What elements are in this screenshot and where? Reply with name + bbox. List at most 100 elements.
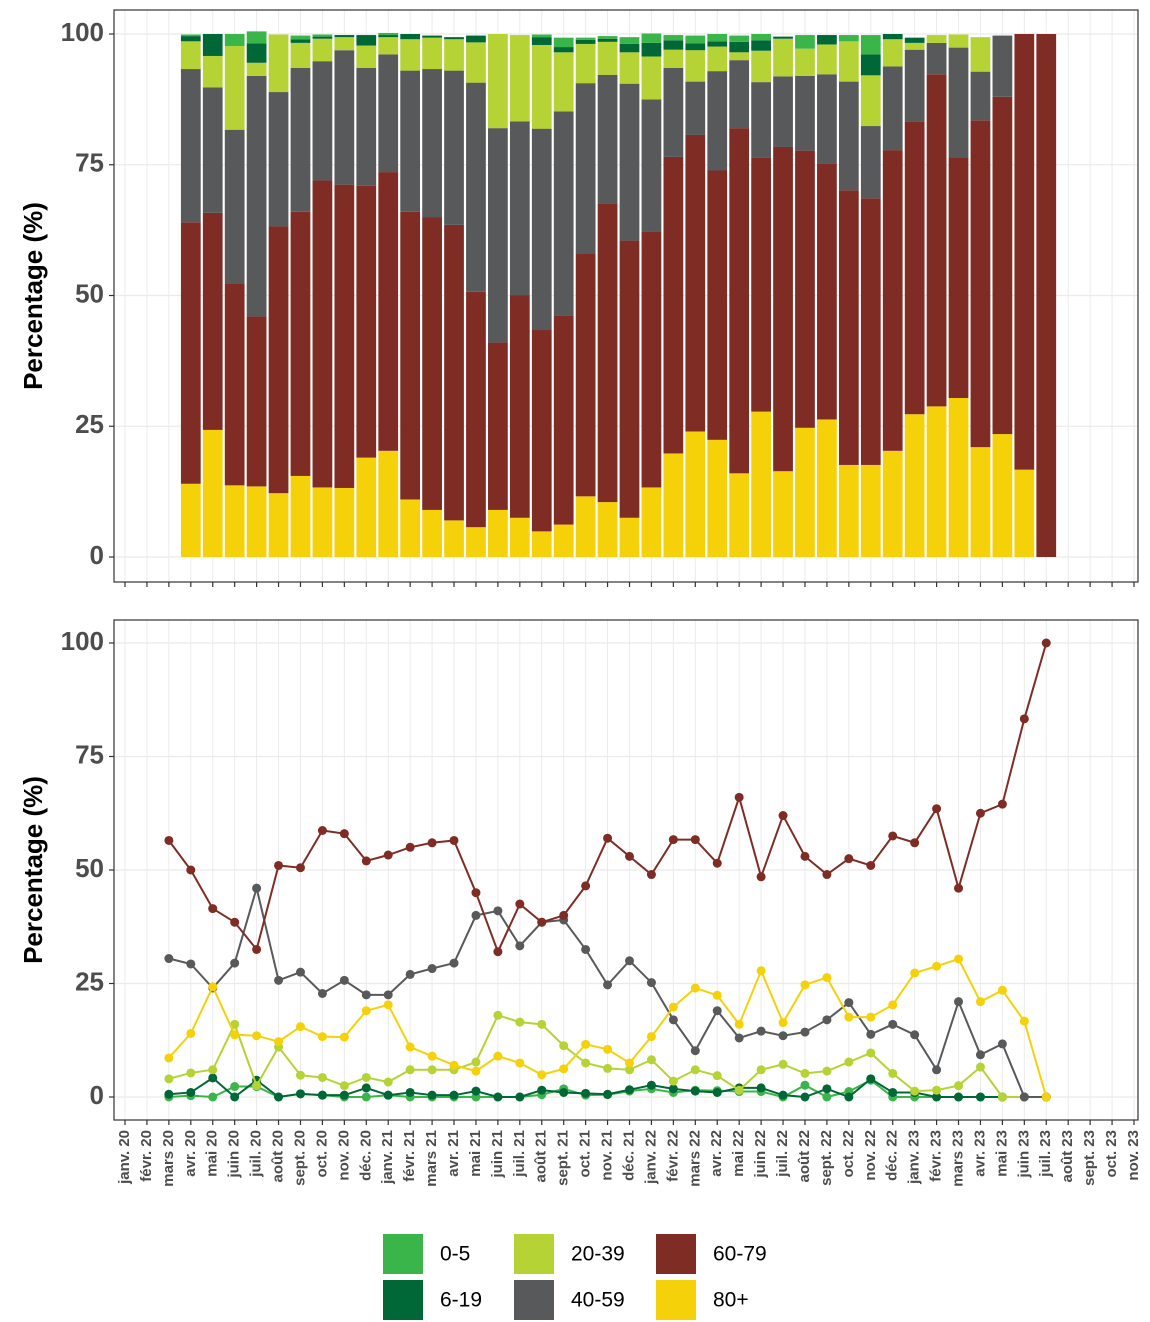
bar-segment bbox=[619, 43, 640, 53]
point bbox=[252, 1081, 262, 1091]
point bbox=[339, 1032, 349, 1042]
bar-segment bbox=[707, 170, 728, 440]
point bbox=[339, 1090, 349, 1100]
point bbox=[230, 1082, 240, 1092]
bar-segment bbox=[509, 121, 530, 296]
bar-segment bbox=[553, 47, 574, 53]
point bbox=[844, 1092, 854, 1102]
y-tick-label: 75 bbox=[75, 739, 104, 769]
bar-segment bbox=[597, 203, 618, 503]
bar-segment bbox=[641, 99, 662, 232]
point bbox=[822, 1084, 832, 1094]
point bbox=[888, 1087, 898, 1097]
bar-segment bbox=[312, 34, 333, 37]
bar-segment bbox=[1014, 469, 1035, 557]
x-tick-label: nov. 20 bbox=[335, 1130, 352, 1181]
point bbox=[581, 1088, 591, 1098]
point bbox=[427, 838, 437, 848]
bar-segment bbox=[553, 37, 574, 48]
bar-segment bbox=[268, 92, 289, 227]
point bbox=[603, 1063, 613, 1073]
bar-segment bbox=[685, 134, 706, 432]
x-tick-label: déc. 21 bbox=[620, 1130, 637, 1181]
bar-segment bbox=[685, 43, 706, 51]
bar-segment bbox=[904, 49, 925, 122]
point bbox=[690, 983, 700, 993]
bar-segment bbox=[860, 464, 881, 557]
bar-segment bbox=[246, 43, 267, 63]
point bbox=[646, 1055, 656, 1065]
point bbox=[844, 1012, 854, 1022]
bar-segment bbox=[444, 37, 464, 40]
point bbox=[361, 990, 371, 1000]
bar-segment bbox=[882, 450, 903, 557]
bar-segment bbox=[400, 34, 421, 40]
point bbox=[712, 1087, 722, 1097]
bar-segment bbox=[707, 41, 728, 47]
point bbox=[910, 1086, 920, 1096]
bar-segment bbox=[729, 52, 750, 61]
bar-segment bbox=[290, 35, 311, 40]
point bbox=[646, 1032, 656, 1042]
bar-segment bbox=[773, 471, 793, 557]
bar-segment bbox=[860, 75, 881, 127]
point bbox=[295, 1089, 305, 1099]
bar-segment bbox=[992, 35, 1013, 97]
bar-segment bbox=[663, 67, 684, 157]
x-tick-label: sept. 20 bbox=[291, 1130, 308, 1186]
point bbox=[844, 1057, 854, 1067]
x-tick-label: nov. 22 bbox=[862, 1130, 879, 1181]
point bbox=[954, 954, 964, 964]
point bbox=[537, 1019, 547, 1029]
bar-segment bbox=[1014, 34, 1035, 470]
panel-border bbox=[113, 619, 1139, 1121]
point bbox=[449, 1060, 459, 1070]
point bbox=[186, 1087, 196, 1097]
point bbox=[625, 956, 634, 966]
bar-segment bbox=[970, 37, 991, 72]
point bbox=[230, 1092, 240, 1102]
point bbox=[778, 1059, 788, 1069]
point bbox=[274, 1037, 284, 1047]
point bbox=[822, 1092, 832, 1102]
bar-segment bbox=[378, 32, 399, 36]
point bbox=[866, 1029, 876, 1039]
x-tick-label: juin 23 bbox=[1015, 1130, 1032, 1179]
point bbox=[405, 1065, 415, 1075]
point bbox=[383, 850, 393, 860]
bar-segment bbox=[795, 35, 815, 49]
bar-segment bbox=[290, 475, 311, 557]
x-tick-label: déc. 22 bbox=[884, 1130, 901, 1181]
point bbox=[405, 1042, 415, 1052]
bar-segment bbox=[224, 485, 245, 557]
x-tick-label: mai 22 bbox=[730, 1130, 747, 1177]
point bbox=[603, 980, 613, 990]
point bbox=[1041, 1092, 1051, 1102]
bar-segment bbox=[729, 35, 750, 42]
bar-segment bbox=[246, 486, 267, 557]
point bbox=[339, 975, 349, 985]
y-tick-label: 50 bbox=[75, 278, 104, 308]
point bbox=[186, 865, 196, 875]
point bbox=[449, 835, 459, 845]
bar-segment bbox=[180, 34, 201, 37]
bar-segment bbox=[422, 35, 442, 38]
point bbox=[493, 1092, 503, 1102]
point bbox=[230, 917, 240, 927]
bar-segment bbox=[751, 50, 771, 83]
x-tick-label: mars 23 bbox=[949, 1130, 966, 1187]
bar-segment bbox=[224, 34, 245, 47]
x-tick-label: avr. 20 bbox=[182, 1130, 199, 1177]
bar-segment bbox=[312, 36, 333, 39]
point bbox=[208, 904, 218, 914]
bar-segment bbox=[334, 184, 355, 488]
bar-segment bbox=[488, 128, 508, 343]
bar-segment bbox=[268, 226, 289, 494]
bar-segment bbox=[773, 146, 793, 472]
bar-segment bbox=[817, 35, 837, 45]
x-tick-label: févr. 23 bbox=[928, 1130, 945, 1182]
point bbox=[427, 1051, 437, 1061]
point bbox=[471, 1086, 481, 1096]
bar-segment bbox=[378, 54, 399, 173]
point bbox=[625, 1065, 634, 1075]
